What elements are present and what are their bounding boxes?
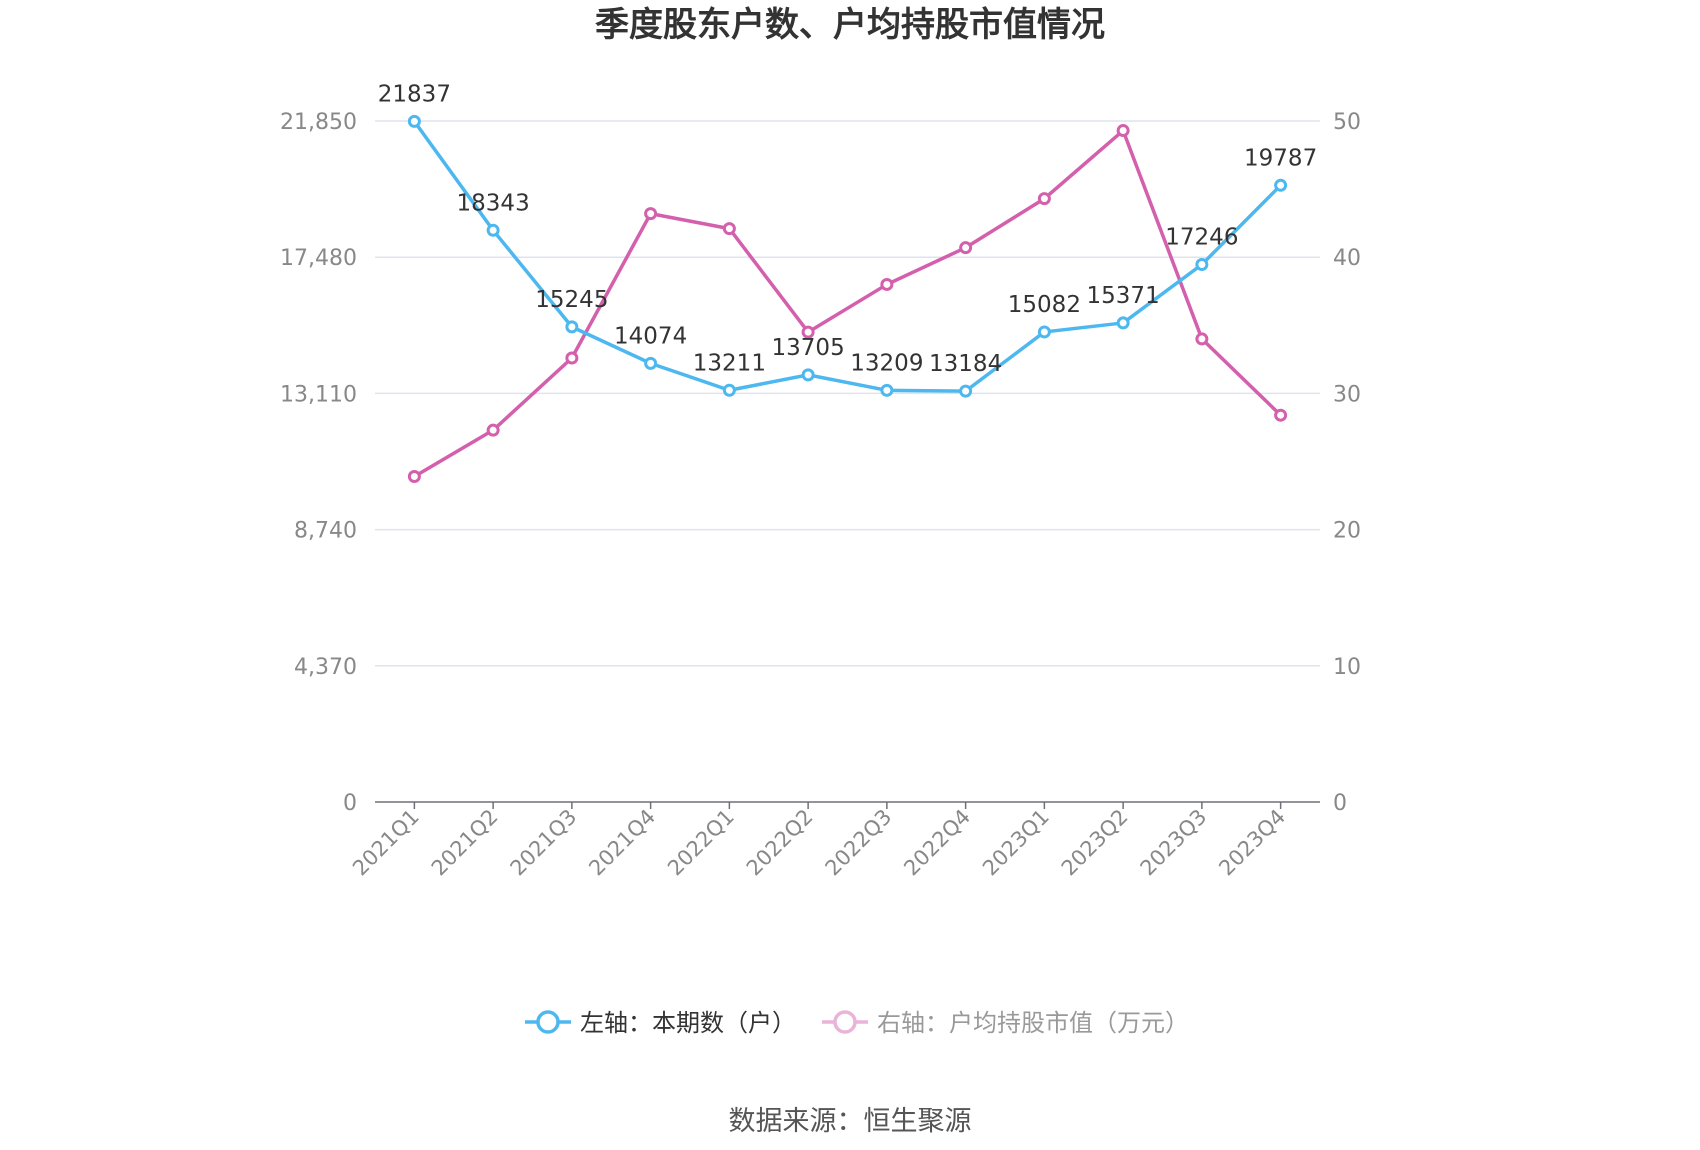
x-tick-label: 2022Q3 [821,805,897,881]
legend[interactable]: 左轴：本期数（户） 右轴：户均持股市值（万元） [525,1009,1189,1037]
data-point-right[interactable] [486,423,500,437]
data-label: 21837 [378,81,451,107]
data-label: 15245 [535,287,608,313]
x-tick-label: 2021Q2 [427,805,503,881]
right-tick-label: 50 [1333,110,1361,135]
data-label: 15082 [1008,292,1081,318]
data-label: 13211 [693,350,766,376]
legend-label: 左轴：本期数（户） [580,1009,796,1037]
data-label: 13184 [929,351,1002,377]
x-tick-label: 2022Q1 [663,805,739,881]
chart-title: 季度股东户数、户均持股市值情况 [595,5,1105,45]
right-axis: 0 10 20 30 40 50 [1333,110,1361,816]
x-tick-label: 2023Q3 [1136,805,1212,881]
legend-marker [833,1010,857,1034]
data-label: 13209 [850,350,923,376]
left-tick-label: 13,110 [280,382,357,407]
right-tick-label: 10 [1333,655,1361,680]
data-point-right[interactable] [1037,192,1051,206]
legend-item-right[interactable]: 右轴：户均持股市值（万元） [822,1009,1189,1037]
series-line-right [413,128,1282,478]
x-tick-label: 2021Q1 [348,805,424,881]
legend-item-left[interactable]: 左轴：本期数（户） [525,1009,796,1037]
legend-label: 右轴：户均持股市值（万元） [877,1009,1189,1037]
data-point-right[interactable] [801,325,815,339]
x-tick-label: 2023Q1 [978,805,1054,881]
data-point-left[interactable] [1195,257,1209,271]
x-tick-label: 2023Q2 [1057,805,1133,881]
data-point-left[interactable] [722,383,736,397]
left-tick-label: 21,850 [280,110,357,135]
source-note: 数据来源：恒生聚源 [729,1106,972,1137]
left-tick-label: 4,370 [294,655,357,680]
right-tick-label: 20 [1333,519,1361,544]
data-point-right[interactable] [1116,124,1130,138]
x-tick-label: 2021Q3 [506,805,582,881]
data-point-right[interactable] [959,241,973,255]
left-tick-label: 8,740 [294,519,357,544]
data-point-left[interactable] [801,368,815,382]
x-axis: 2021Q1 2021Q2 2021Q3 2021Q4 2022Q1 2022Q2 2022… [348,801,1320,881]
data-point-left[interactable] [1037,325,1051,339]
data-point-right[interactable] [1274,408,1288,422]
x-tick-label: 2022Q4 [899,805,975,881]
data-label: 15371 [1087,283,1160,309]
x-tick-label: 2022Q2 [742,805,818,881]
right-tick-label: 0 [1333,791,1347,816]
data-point-left[interactable] [959,384,973,398]
left-tick-label: 0 [343,791,357,816]
data-label: 17246 [1165,224,1238,250]
data-point-left[interactable] [407,114,421,128]
data-point-left[interactable] [880,383,894,397]
left-axis: 0 4,370 8,740 13,110 17,480 21,850 [280,110,357,816]
data-point-right[interactable] [880,277,894,291]
x-tick-label: 2023Q4 [1214,805,1290,881]
x-tick-label: 2021Q4 [584,805,660,881]
data-point-left[interactable] [644,356,658,370]
data-point-right[interactable] [1195,332,1209,346]
series-line-left [412,120,1282,393]
data-point-right[interactable] [644,207,658,221]
data-point-right[interactable] [407,469,421,483]
data-point-left[interactable] [1116,316,1130,330]
data-label: 18343 [457,190,530,216]
data-point-left[interactable] [1274,178,1288,192]
data-label: 19787 [1244,145,1317,171]
left-tick-label: 17,480 [280,246,357,271]
data-label: 14074 [614,323,687,349]
data-point-left[interactable] [486,223,500,237]
data-label: 13705 [772,335,845,361]
data-point-right[interactable] [722,222,736,236]
data-point-left[interactable] [565,320,579,334]
right-tick-label: 40 [1333,246,1361,271]
legend-marker [536,1010,560,1034]
data-point-right[interactable] [565,351,579,365]
right-tick-label: 30 [1333,382,1361,407]
